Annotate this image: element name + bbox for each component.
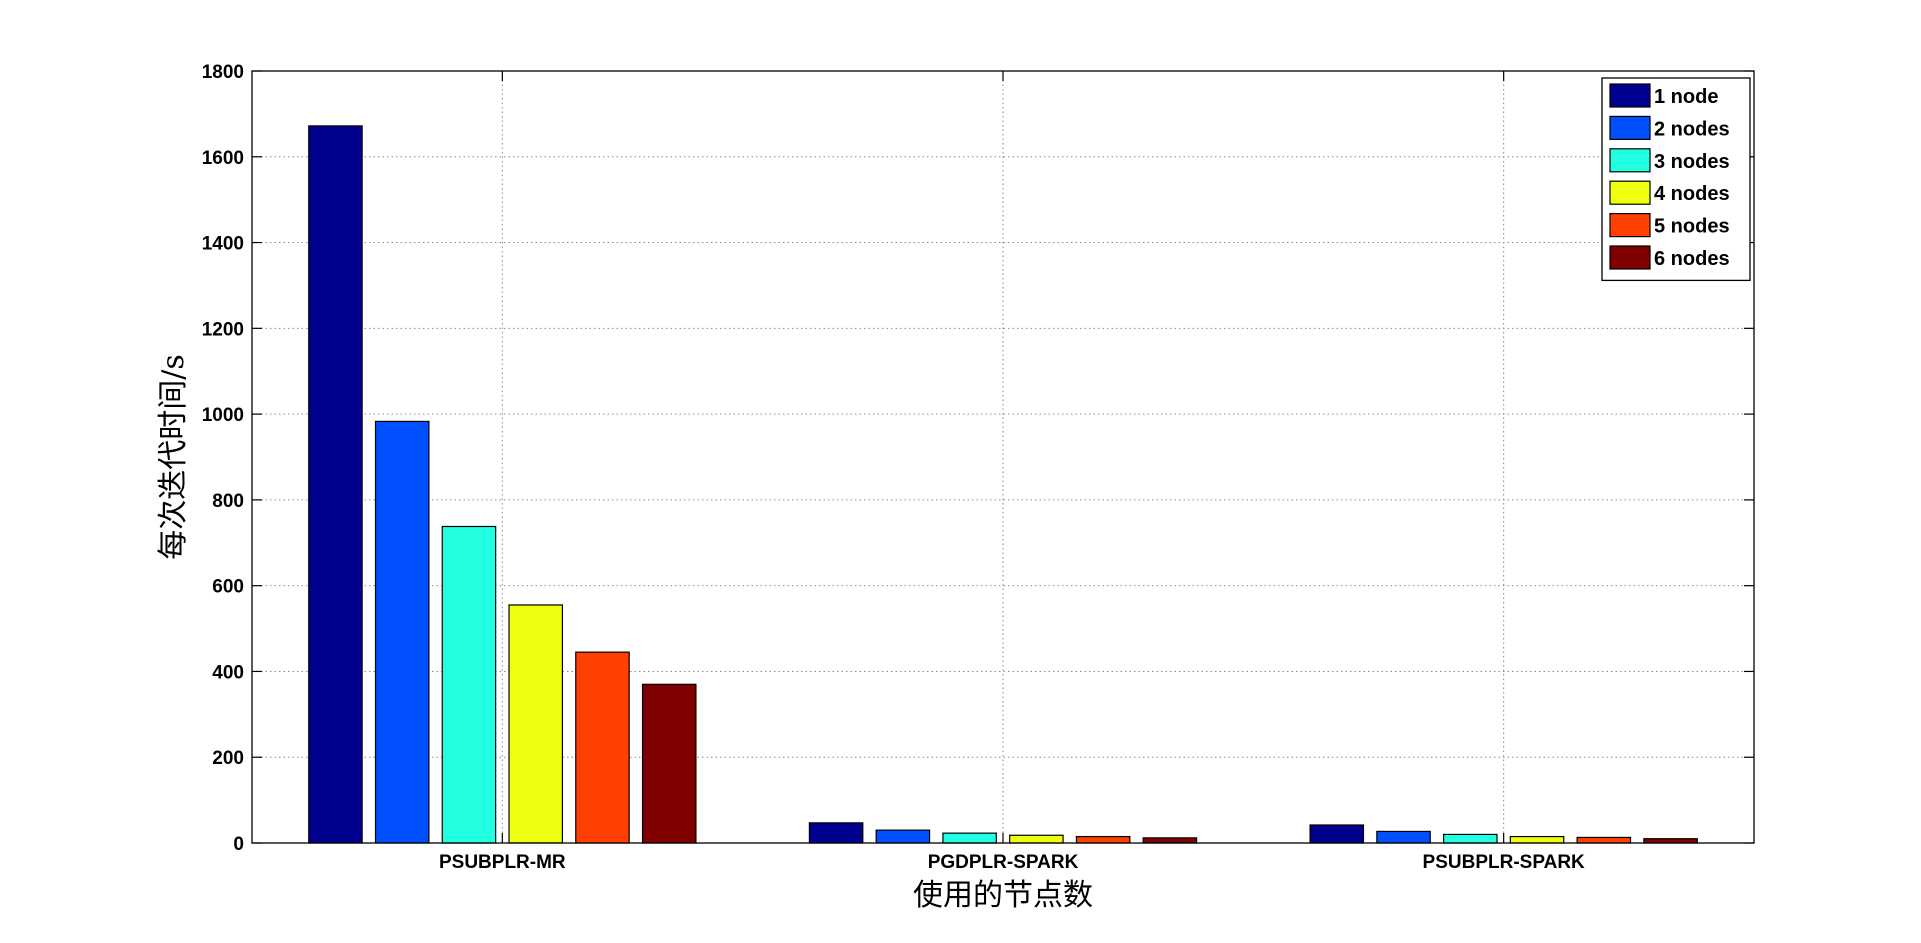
bar-1-node-PSUBPLR-SPARK[interactable] bbox=[1309, 824, 1365, 844]
bar-5-nodes-PGDPLR-SPARK[interactable] bbox=[1075, 835, 1131, 844]
bar-5-nodes-PSUBPLR-MR[interactable] bbox=[575, 651, 630, 844]
bar-2-nodes-PSUBPLR-MR[interactable] bbox=[374, 420, 430, 844]
legend-swatch-0 bbox=[1609, 83, 1651, 108]
category-label-1: PGDPLR-SPARK bbox=[928, 852, 1079, 873]
bar-4-nodes-PSUBPLR-SPARK[interactable] bbox=[1509, 835, 1565, 844]
bar-4-nodes-PSUBPLR-MR[interactable] bbox=[508, 604, 564, 844]
bar-2-nodes-PSUBPLR-SPARK[interactable] bbox=[1376, 830, 1431, 844]
y-tick-label-6: 1200 bbox=[202, 319, 244, 340]
y-tick-label-0: 0 bbox=[233, 834, 244, 855]
legend-label-5: 6 nodes bbox=[1654, 248, 1730, 270]
category-label-2: PSUBPLR-SPARK bbox=[1423, 852, 1585, 873]
bars bbox=[308, 125, 1698, 844]
bar-5-nodes-PSUBPLR-SPARK[interactable] bbox=[1576, 836, 1632, 844]
legend-swatch-3 bbox=[1609, 180, 1651, 205]
y-tick-label-9: 1800 bbox=[202, 62, 244, 83]
legend-swatch-4 bbox=[1609, 213, 1651, 238]
category-labels: PSUBPLR-MR PGDPLR-SPARK PSUBPLR-SPARK bbox=[439, 852, 1585, 873]
legend-swatch-1 bbox=[1609, 115, 1651, 141]
y-tick-label-7: 1400 bbox=[202, 234, 244, 255]
legend-label-0: 1 node bbox=[1654, 86, 1718, 108]
bar-1-node-PSUBPLR-MR[interactable] bbox=[308, 125, 363, 844]
y-tick-label-3: 600 bbox=[212, 577, 244, 598]
legend-label-4: 5 nodes bbox=[1654, 216, 1730, 238]
bar-6-nodes-PSUBPLR-MR[interactable] bbox=[641, 683, 697, 844]
bar-6-nodes-PGDPLR-SPARK[interactable] bbox=[1142, 837, 1198, 844]
y-tick-label-1: 200 bbox=[212, 748, 244, 769]
y-tick-label-5: 1000 bbox=[202, 405, 244, 426]
bar-3-nodes-PSUBPLR-SPARK[interactable] bbox=[1442, 833, 1498, 844]
legend-label-2: 3 nodes bbox=[1654, 151, 1730, 173]
category-label-0: PSUBPLR-MR bbox=[439, 852, 566, 873]
bar-2-nodes-PGDPLR-SPARK[interactable] bbox=[875, 829, 931, 844]
plot-background bbox=[252, 71, 1754, 843]
x-axis-title: 使用的节点数 bbox=[913, 878, 1093, 913]
y-tick-label-8: 1600 bbox=[202, 148, 244, 169]
bar-3-nodes-PSUBPLR-MR[interactable] bbox=[441, 525, 497, 844]
bar-4-nodes-PGDPLR-SPARK[interactable] bbox=[1009, 834, 1064, 844]
legend-swatch-2 bbox=[1609, 148, 1651, 173]
legend-swatch-5 bbox=[1609, 245, 1651, 270]
legend-label-3: 4 nodes bbox=[1654, 183, 1730, 205]
legend[interactable]: 1 node 2 nodes 3 nodes 4 nodes 5 nodes 6 node… bbox=[1601, 77, 1751, 282]
bar-3-nodes-PGDPLR-SPARK[interactable] bbox=[942, 832, 997, 844]
legend-label-1: 2 nodes bbox=[1654, 118, 1730, 140]
grid-lines bbox=[252, 71, 1754, 843]
y-axis-title: 每次迭代时间/s bbox=[156, 354, 191, 560]
y-tick-label-4: 800 bbox=[212, 491, 244, 512]
tick-labels: 0 200 400 600 800 1000 1200 1400 1600 1800 bbox=[202, 62, 244, 855]
y-tick-label-2: 400 bbox=[212, 662, 244, 683]
bar-1-node-PGDPLR-SPARK[interactable] bbox=[808, 822, 864, 844]
